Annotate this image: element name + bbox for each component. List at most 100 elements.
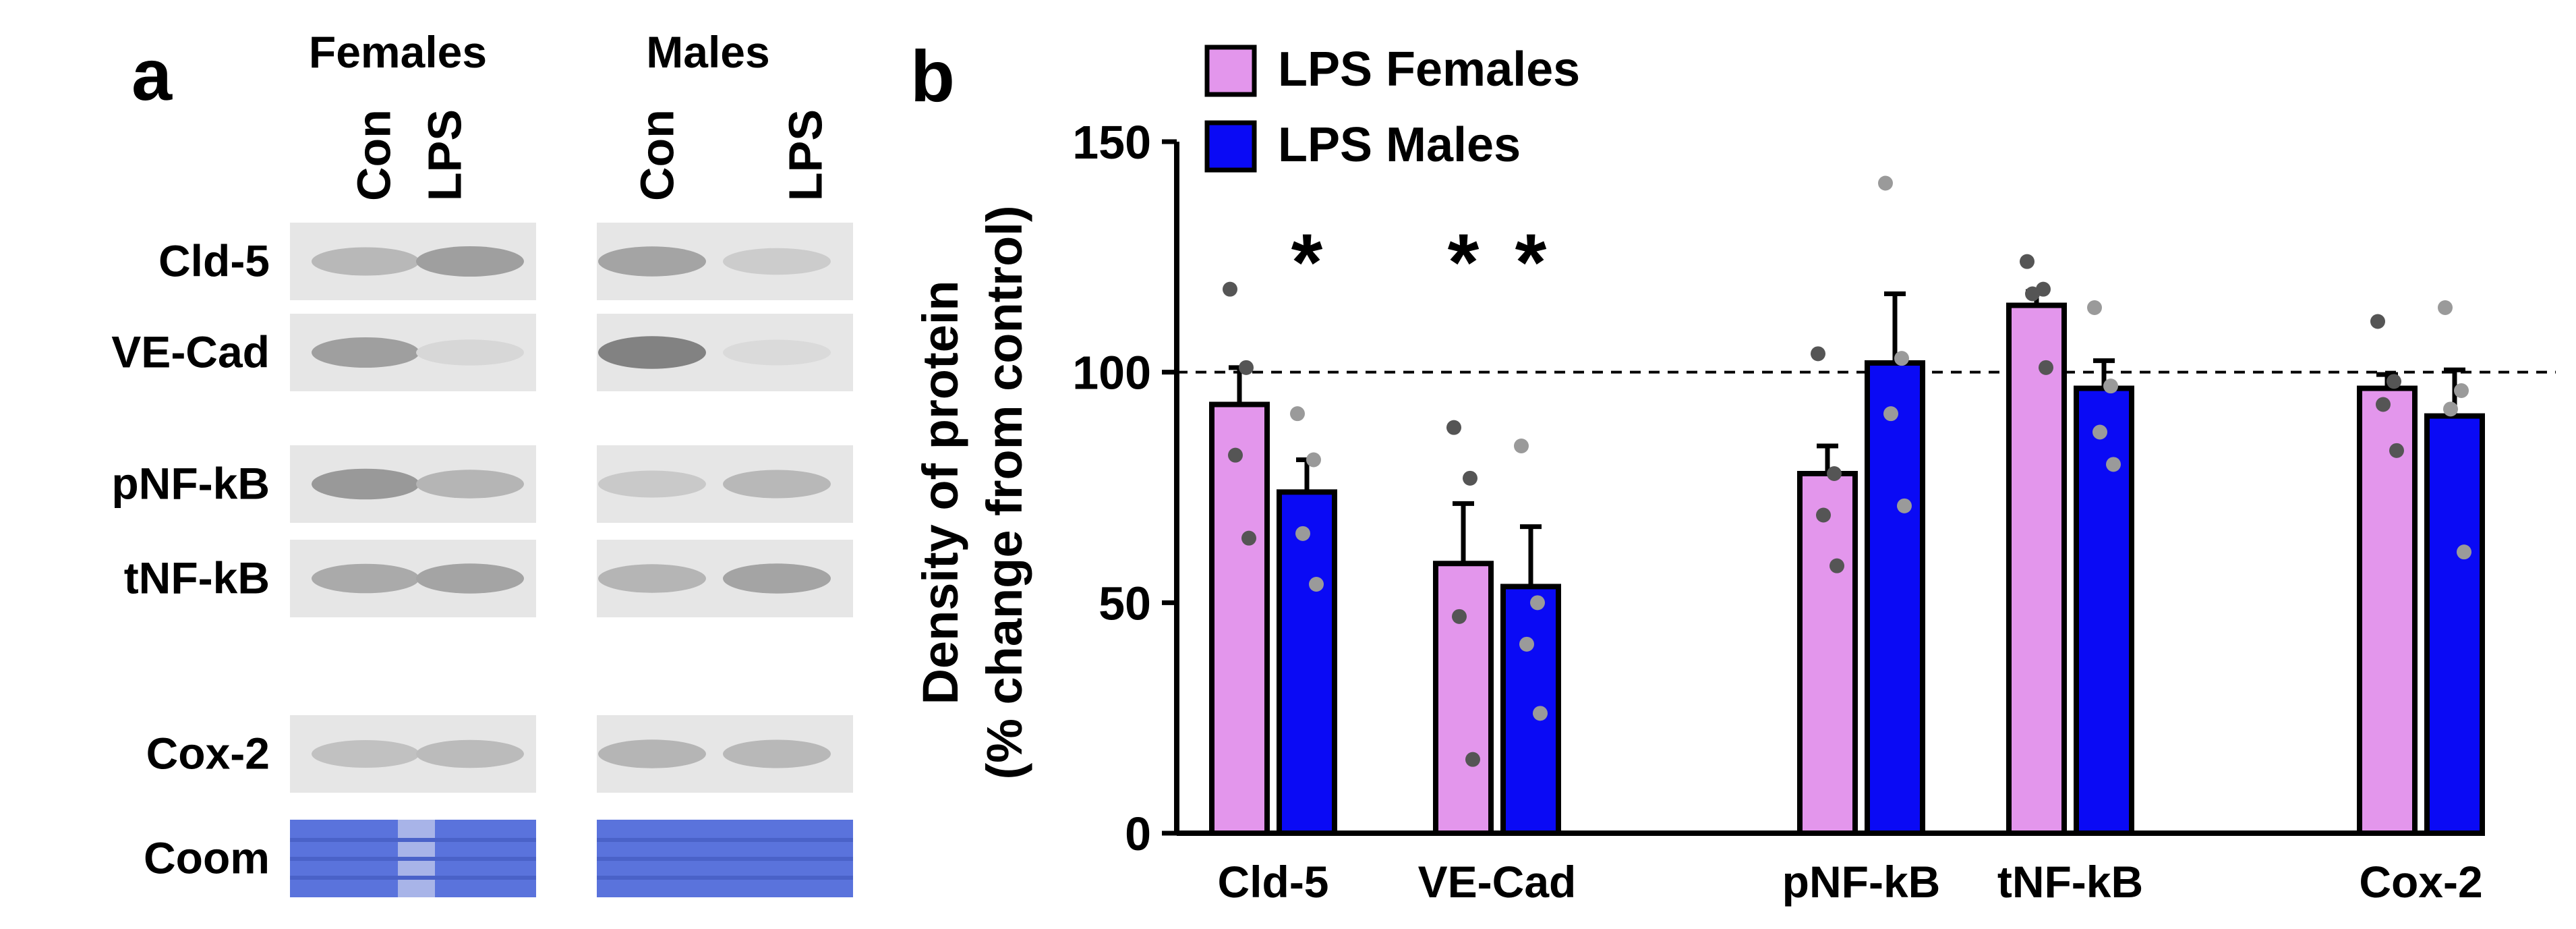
data-point — [2025, 286, 2040, 302]
blot-band — [312, 563, 419, 594]
data-point — [2443, 401, 2458, 417]
data-point — [2087, 300, 2102, 315]
lane-label: LPS — [779, 109, 831, 201]
data-point — [2376, 397, 2391, 412]
bar — [1797, 471, 1858, 836]
x-tick-label: tNF-kB — [1997, 857, 2143, 907]
blot-band — [416, 339, 524, 366]
data-point — [2387, 374, 2401, 389]
data-point — [1894, 351, 1909, 366]
significance-asterisk: * — [1515, 217, 1547, 308]
data-point — [1827, 466, 1842, 481]
y-tick-label: 0 — [1125, 808, 1151, 860]
blot-band — [723, 739, 831, 768]
blot-rows: Cld-5 VE-Cad pNF-kB tNF-kB Cox-2 Coom — [111, 223, 853, 897]
data-point — [2106, 457, 2121, 472]
bar — [1209, 401, 1270, 836]
data-point — [2103, 378, 2118, 394]
blot-row-label: Coom — [144, 833, 270, 883]
blot-row-label: tNF-kB — [124, 553, 270, 603]
blot-band — [723, 248, 831, 275]
data-point — [1465, 752, 1480, 767]
legend-label: LPS Males — [1278, 118, 1521, 172]
blot-row-label: Cox-2 — [146, 729, 270, 779]
data-point — [1239, 360, 1254, 375]
x-tick-label: pNF-kB — [1782, 857, 1941, 907]
blot-band — [723, 563, 831, 594]
legend-label: LPS Females — [1278, 43, 1580, 96]
blot-band — [312, 337, 419, 368]
bar — [1433, 561, 1494, 836]
panel-a-western-blot: a Females Males Con LPS Con LPS Cld-5 VE-Cad… — [111, 27, 853, 897]
blot-band — [598, 246, 706, 277]
x-axis: Cld-5 VE-Cad pNF-kB tNF-kB Cox-2 — [1177, 831, 2483, 907]
data-point — [2454, 383, 2469, 398]
legend-swatch — [1204, 45, 1257, 97]
data-point — [1463, 470, 1477, 486]
blot-band — [723, 470, 831, 499]
blot-band — [723, 339, 831, 366]
bar — [2357, 385, 2418, 836]
y-tick-label: 50 — [1099, 577, 1151, 629]
blot-band — [598, 564, 706, 593]
data-point — [1829, 558, 1844, 573]
bar — [2074, 385, 2134, 836]
data-point — [1878, 175, 1893, 191]
bar — [2424, 413, 2485, 836]
y-axis: 0 50 100 150 — [1072, 116, 1179, 860]
y-axis-label: Density of protein — [912, 280, 968, 704]
data-point — [1446, 420, 1461, 435]
lane-labels: Con LPS Con LPS — [347, 109, 831, 201]
blot-row-label: pNF-kB — [111, 459, 270, 509]
y-tick-label: 100 — [1072, 347, 1151, 399]
data-point — [2389, 443, 2404, 458]
blot-band — [312, 740, 419, 768]
blot-band — [598, 739, 706, 768]
lane-label: LPS — [418, 109, 471, 201]
data-point — [2438, 300, 2453, 315]
x-tick-label: Cld-5 — [1218, 857, 1329, 907]
blot-band — [312, 247, 419, 276]
panel-a-label: a — [131, 34, 173, 115]
data-point — [2092, 424, 2107, 440]
x-tick-label: VE-Cad — [1418, 857, 1577, 907]
data-point — [1452, 609, 1467, 624]
data-point — [1223, 281, 1237, 297]
bar — [1277, 489, 1337, 836]
blot-row-label: Cld-5 — [158, 236, 270, 286]
bars — [1209, 175, 2485, 837]
data-point — [2457, 544, 2471, 560]
bar — [1865, 360, 1925, 836]
x-tick-label: Cox-2 — [2359, 857, 2482, 907]
data-point — [1533, 706, 1548, 721]
data-point — [1811, 346, 1825, 362]
panel-b-label: b — [910, 35, 955, 117]
panel-b-bar-chart: b Density of protein (% change from cont… — [910, 35, 2556, 907]
significance-annotations: * * * — [1291, 217, 1547, 308]
y-axis-label-line2: (% change from control) — [976, 205, 1032, 779]
y-tick-label: 150 — [1072, 116, 1151, 169]
data-point — [2370, 314, 2385, 329]
data-point — [2020, 254, 2035, 269]
data-point — [1897, 498, 1912, 513]
data-point — [2039, 360, 2053, 375]
bar — [1500, 584, 1561, 837]
blot-band — [416, 470, 524, 499]
data-point — [1309, 577, 1324, 592]
data-point — [1295, 526, 1310, 541]
blot-band — [416, 246, 524, 277]
legend: LPS Females LPS Males — [1204, 43, 1580, 173]
lane-label: Con — [631, 109, 683, 201]
data-point — [1306, 452, 1321, 468]
blot-band — [598, 336, 706, 369]
group-label-males: Males — [646, 27, 769, 77]
data-point — [1228, 447, 1243, 463]
data-point — [1883, 406, 1898, 422]
blot-row-label: VE-Cad — [111, 327, 270, 377]
blot-band — [416, 739, 524, 768]
significance-asterisk: * — [1448, 217, 1480, 308]
bar — [2006, 302, 2067, 837]
data-point — [1241, 530, 1256, 546]
data-point — [1519, 636, 1534, 652]
